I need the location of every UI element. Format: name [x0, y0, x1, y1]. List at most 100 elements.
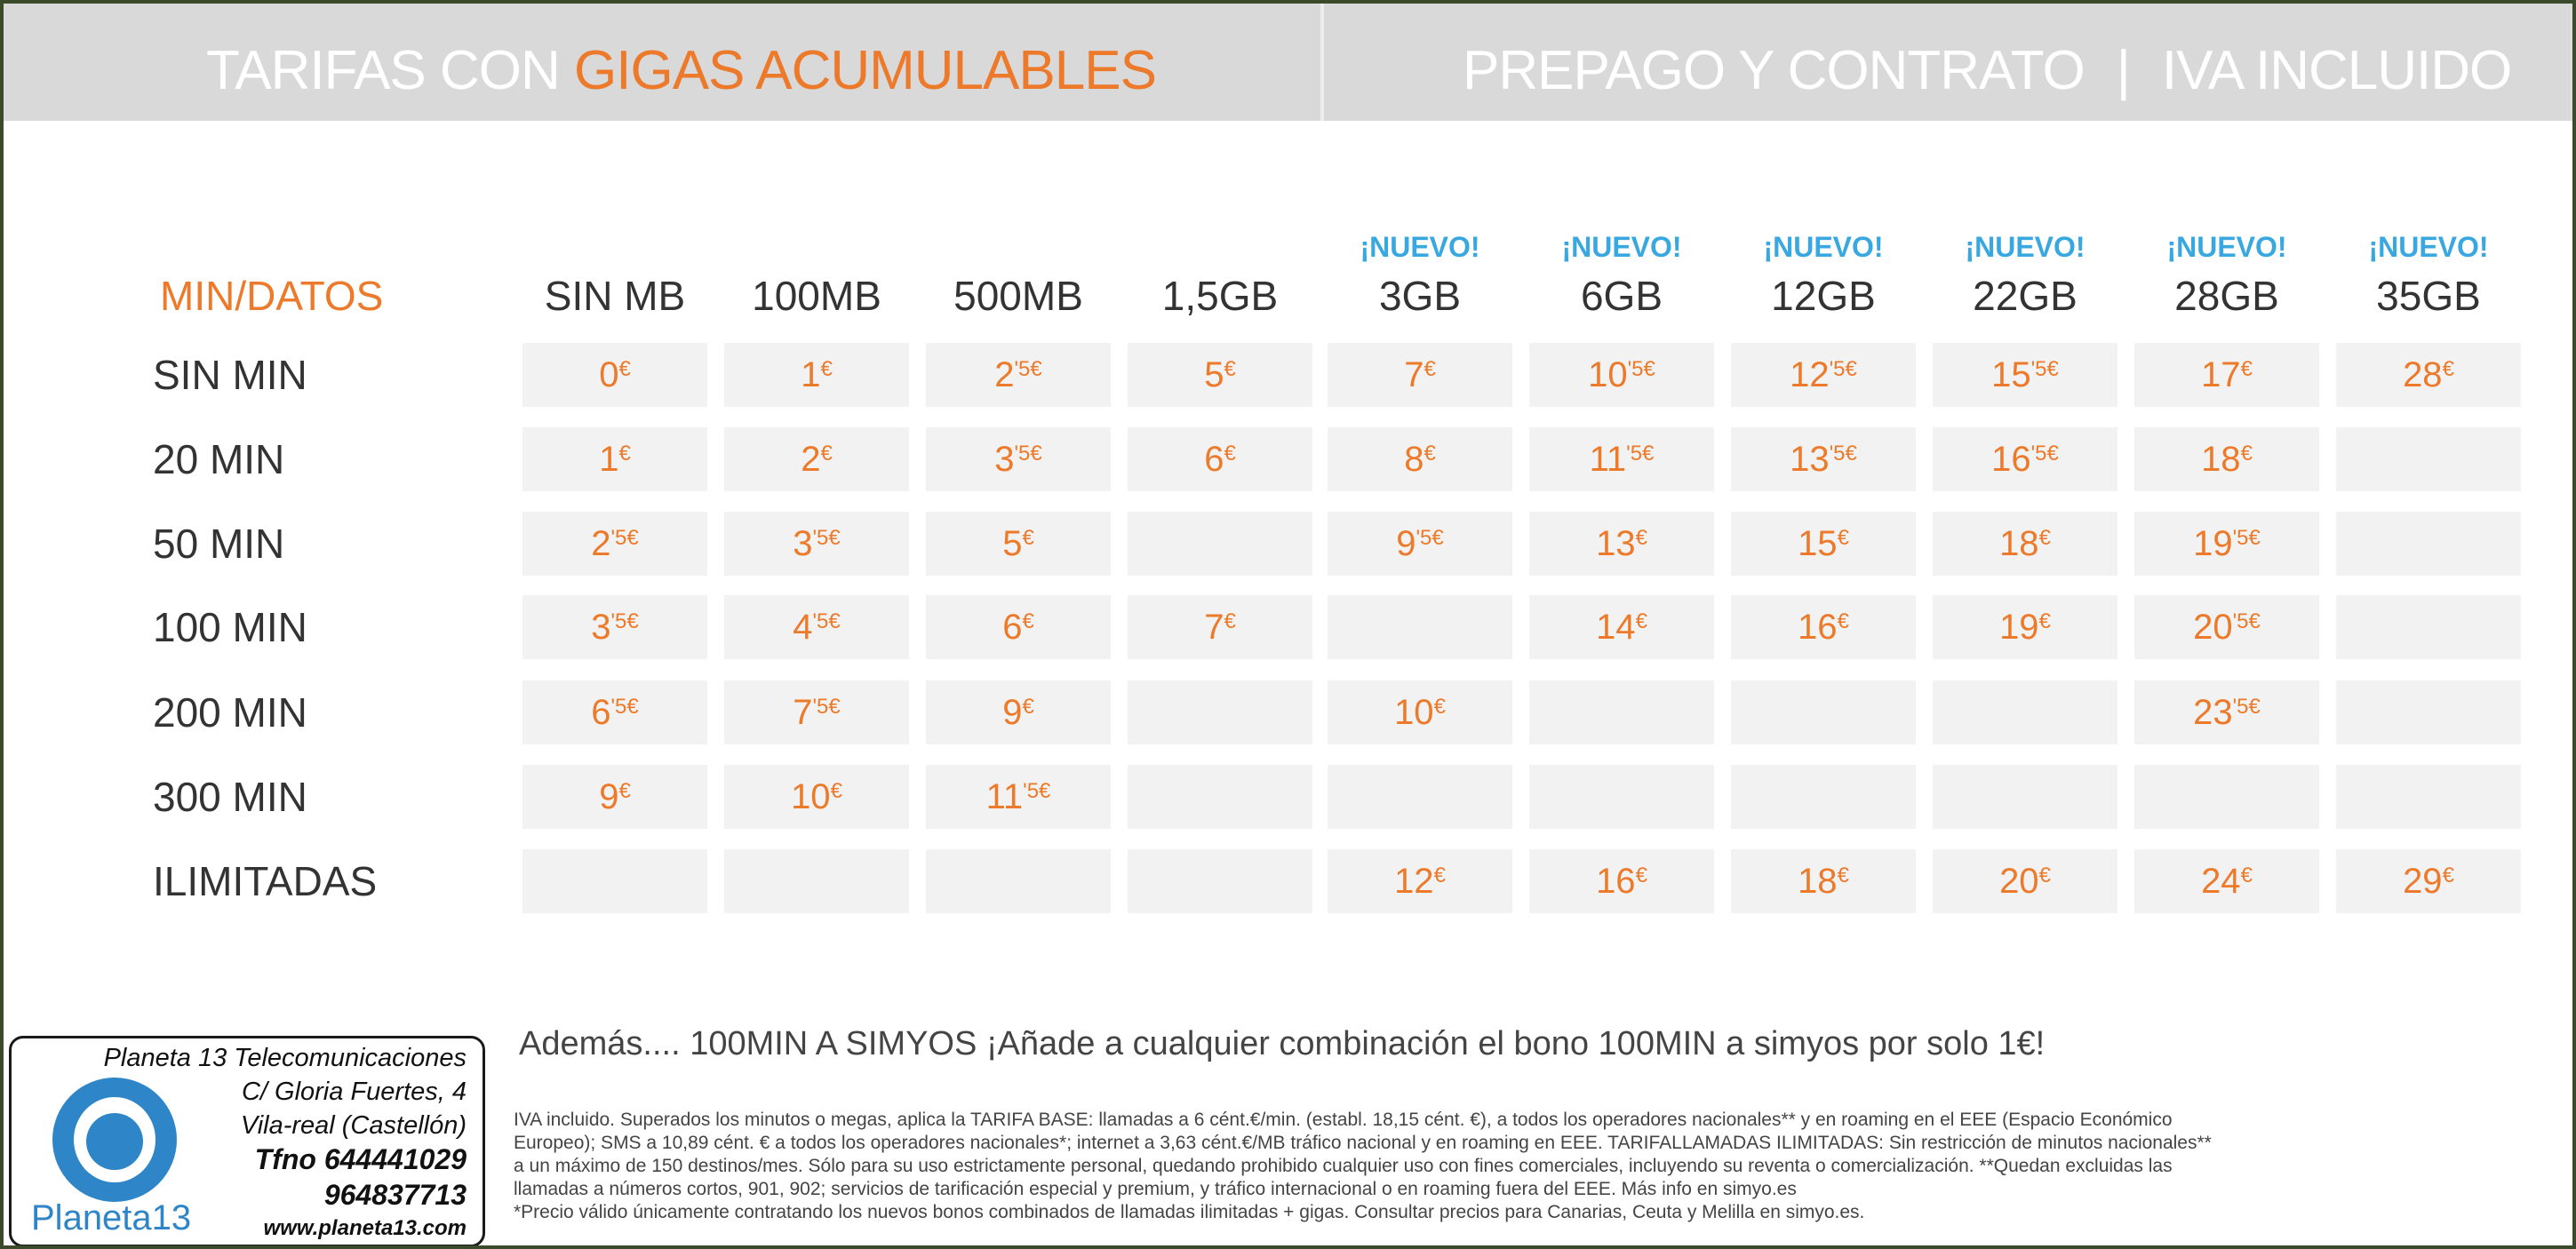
price-decimal: '5: [1829, 357, 1846, 381]
price-value: 16€: [1798, 595, 1849, 659]
price-decimal: '5: [2030, 357, 2047, 381]
price-fraction: €: [1424, 357, 1435, 381]
column-header: 3GB: [1378, 273, 1462, 319]
price-value: 13€: [1596, 512, 1647, 576]
price-decimal: '5: [2232, 695, 2249, 719]
price-integer: 11: [985, 777, 1024, 816]
legal-line: *Precio válido únicamente contratando lo…: [514, 1202, 1865, 1222]
currency-symbol: €: [1837, 609, 1849, 633]
price-integer: 0: [599, 355, 619, 394]
price-cell: [2336, 680, 2521, 744]
price-fraction: €: [820, 442, 832, 465]
price-fraction: €: [1838, 863, 1849, 887]
row-header: 100 MIN: [153, 604, 307, 650]
price-fraction: '5€: [2031, 357, 2059, 381]
legal-line: llamadas a números cortos, 901, 902; ser…: [514, 1179, 1797, 1199]
price-value: 29€: [2403, 849, 2454, 913]
price-fraction: €: [618, 779, 630, 803]
price-value: 10€: [1394, 680, 1446, 744]
row-header: 300 MIN: [153, 774, 307, 820]
price-cell: 15€: [1731, 512, 1916, 576]
price-cell: [1731, 680, 1916, 744]
currency-symbol: €: [828, 695, 841, 719]
price-integer: 14: [1596, 608, 1636, 647]
row-header: SIN MIN: [153, 352, 307, 398]
stamp-company: Planeta 13 Telecomunicaciones: [103, 1044, 467, 1072]
price-cell: 9€: [522, 765, 707, 829]
currency-symbol: €: [2248, 609, 2261, 633]
currency-symbol: €: [626, 695, 639, 719]
price-fraction: '5€: [1830, 357, 1857, 381]
currency-symbol: €: [2240, 442, 2253, 465]
price-decimal: '5: [610, 609, 627, 633]
price-cell: [2336, 595, 2521, 659]
currency-symbol: €: [626, 609, 639, 633]
price-fraction: €: [2443, 863, 2454, 887]
price-cell: 4'5€: [724, 595, 909, 659]
price-cell: 3'5€: [926, 427, 1111, 491]
price-value: 15'5€: [1991, 343, 2059, 407]
price-cell: [1529, 765, 1714, 829]
price-fraction: '5€: [1014, 442, 1041, 465]
price-cell: 12€: [1328, 849, 1512, 913]
price-decimal: '5: [2232, 526, 2249, 550]
header-title-prefix: TARIFAS CON: [206, 40, 561, 101]
new-badge: ¡NUEVO!: [1360, 231, 1480, 263]
price-integer: 7: [793, 693, 813, 732]
price-cell: 20'5€: [2134, 595, 2319, 659]
price-integer: 5: [1204, 355, 1224, 394]
price-cell: 13€: [1529, 512, 1714, 576]
price-integer: 10: [1394, 693, 1434, 732]
currency-symbol: €: [820, 442, 833, 465]
currency-symbol: €: [2038, 526, 2051, 550]
header-subtitle-separator: |: [2116, 40, 2131, 101]
price-cell: 29€: [2336, 849, 2521, 913]
price-value: 11'5€: [1590, 427, 1655, 491]
price-cell: 13'5€: [1731, 427, 1916, 491]
price-value: 13'5€: [1790, 427, 1857, 491]
price-fraction: '5€: [812, 526, 840, 550]
price-cell: 8€: [1328, 427, 1512, 491]
price-integer: 9: [1002, 693, 1023, 732]
currency-symbol: €: [1424, 357, 1436, 381]
price-integer: 12: [1394, 862, 1434, 901]
column-header: 28GB: [2174, 273, 2279, 319]
price-value: 9€: [1002, 680, 1034, 744]
price-value: 19'5€: [2193, 512, 2261, 576]
price-integer: 1: [599, 440, 619, 479]
price-integer: 16: [1991, 440, 2031, 479]
price-fraction: '5€: [610, 526, 638, 550]
price-cell: 2'5€: [522, 512, 707, 576]
currency-symbol: €: [618, 779, 631, 803]
price-value: 6€: [1204, 427, 1236, 491]
price-fraction: €: [1434, 863, 1446, 887]
price-cell: 7'5€: [724, 680, 909, 744]
price-cell: 11'5€: [1529, 427, 1714, 491]
price-value: 24€: [2201, 849, 2253, 913]
price-integer: 1: [801, 355, 821, 394]
price-value: 7€: [1204, 595, 1236, 659]
price-fraction: €: [1838, 609, 1849, 633]
column-header: 6GB: [1580, 273, 1663, 319]
currency-symbol: €: [1433, 695, 1446, 719]
price-cell: [1128, 765, 1312, 829]
price-fraction: €: [618, 357, 630, 381]
price-value: 12€: [1394, 849, 1446, 913]
currency-symbol: €: [2038, 609, 2051, 633]
planeta13-logo-icon: [52, 1078, 177, 1202]
price-value: 16'5€: [1991, 427, 2059, 491]
currency-symbol: €: [1224, 442, 1236, 465]
row-header: 50 MIN: [153, 521, 285, 567]
currency-symbol: €: [1022, 695, 1034, 719]
price-value: 6'5€: [591, 680, 639, 744]
price-cell: 9€: [926, 680, 1111, 744]
price-cell: 6'5€: [522, 680, 707, 744]
price-value: 7'5€: [793, 680, 841, 744]
price-value: 14€: [1596, 595, 1647, 659]
price-integer: 15: [1991, 355, 2031, 394]
price-decimal: '5: [1627, 357, 1644, 381]
price-fraction: €: [1022, 609, 1033, 633]
price-fraction: '5€: [812, 695, 840, 719]
price-fraction: '5€: [2233, 609, 2261, 633]
currency-symbol: €: [1432, 526, 1444, 550]
